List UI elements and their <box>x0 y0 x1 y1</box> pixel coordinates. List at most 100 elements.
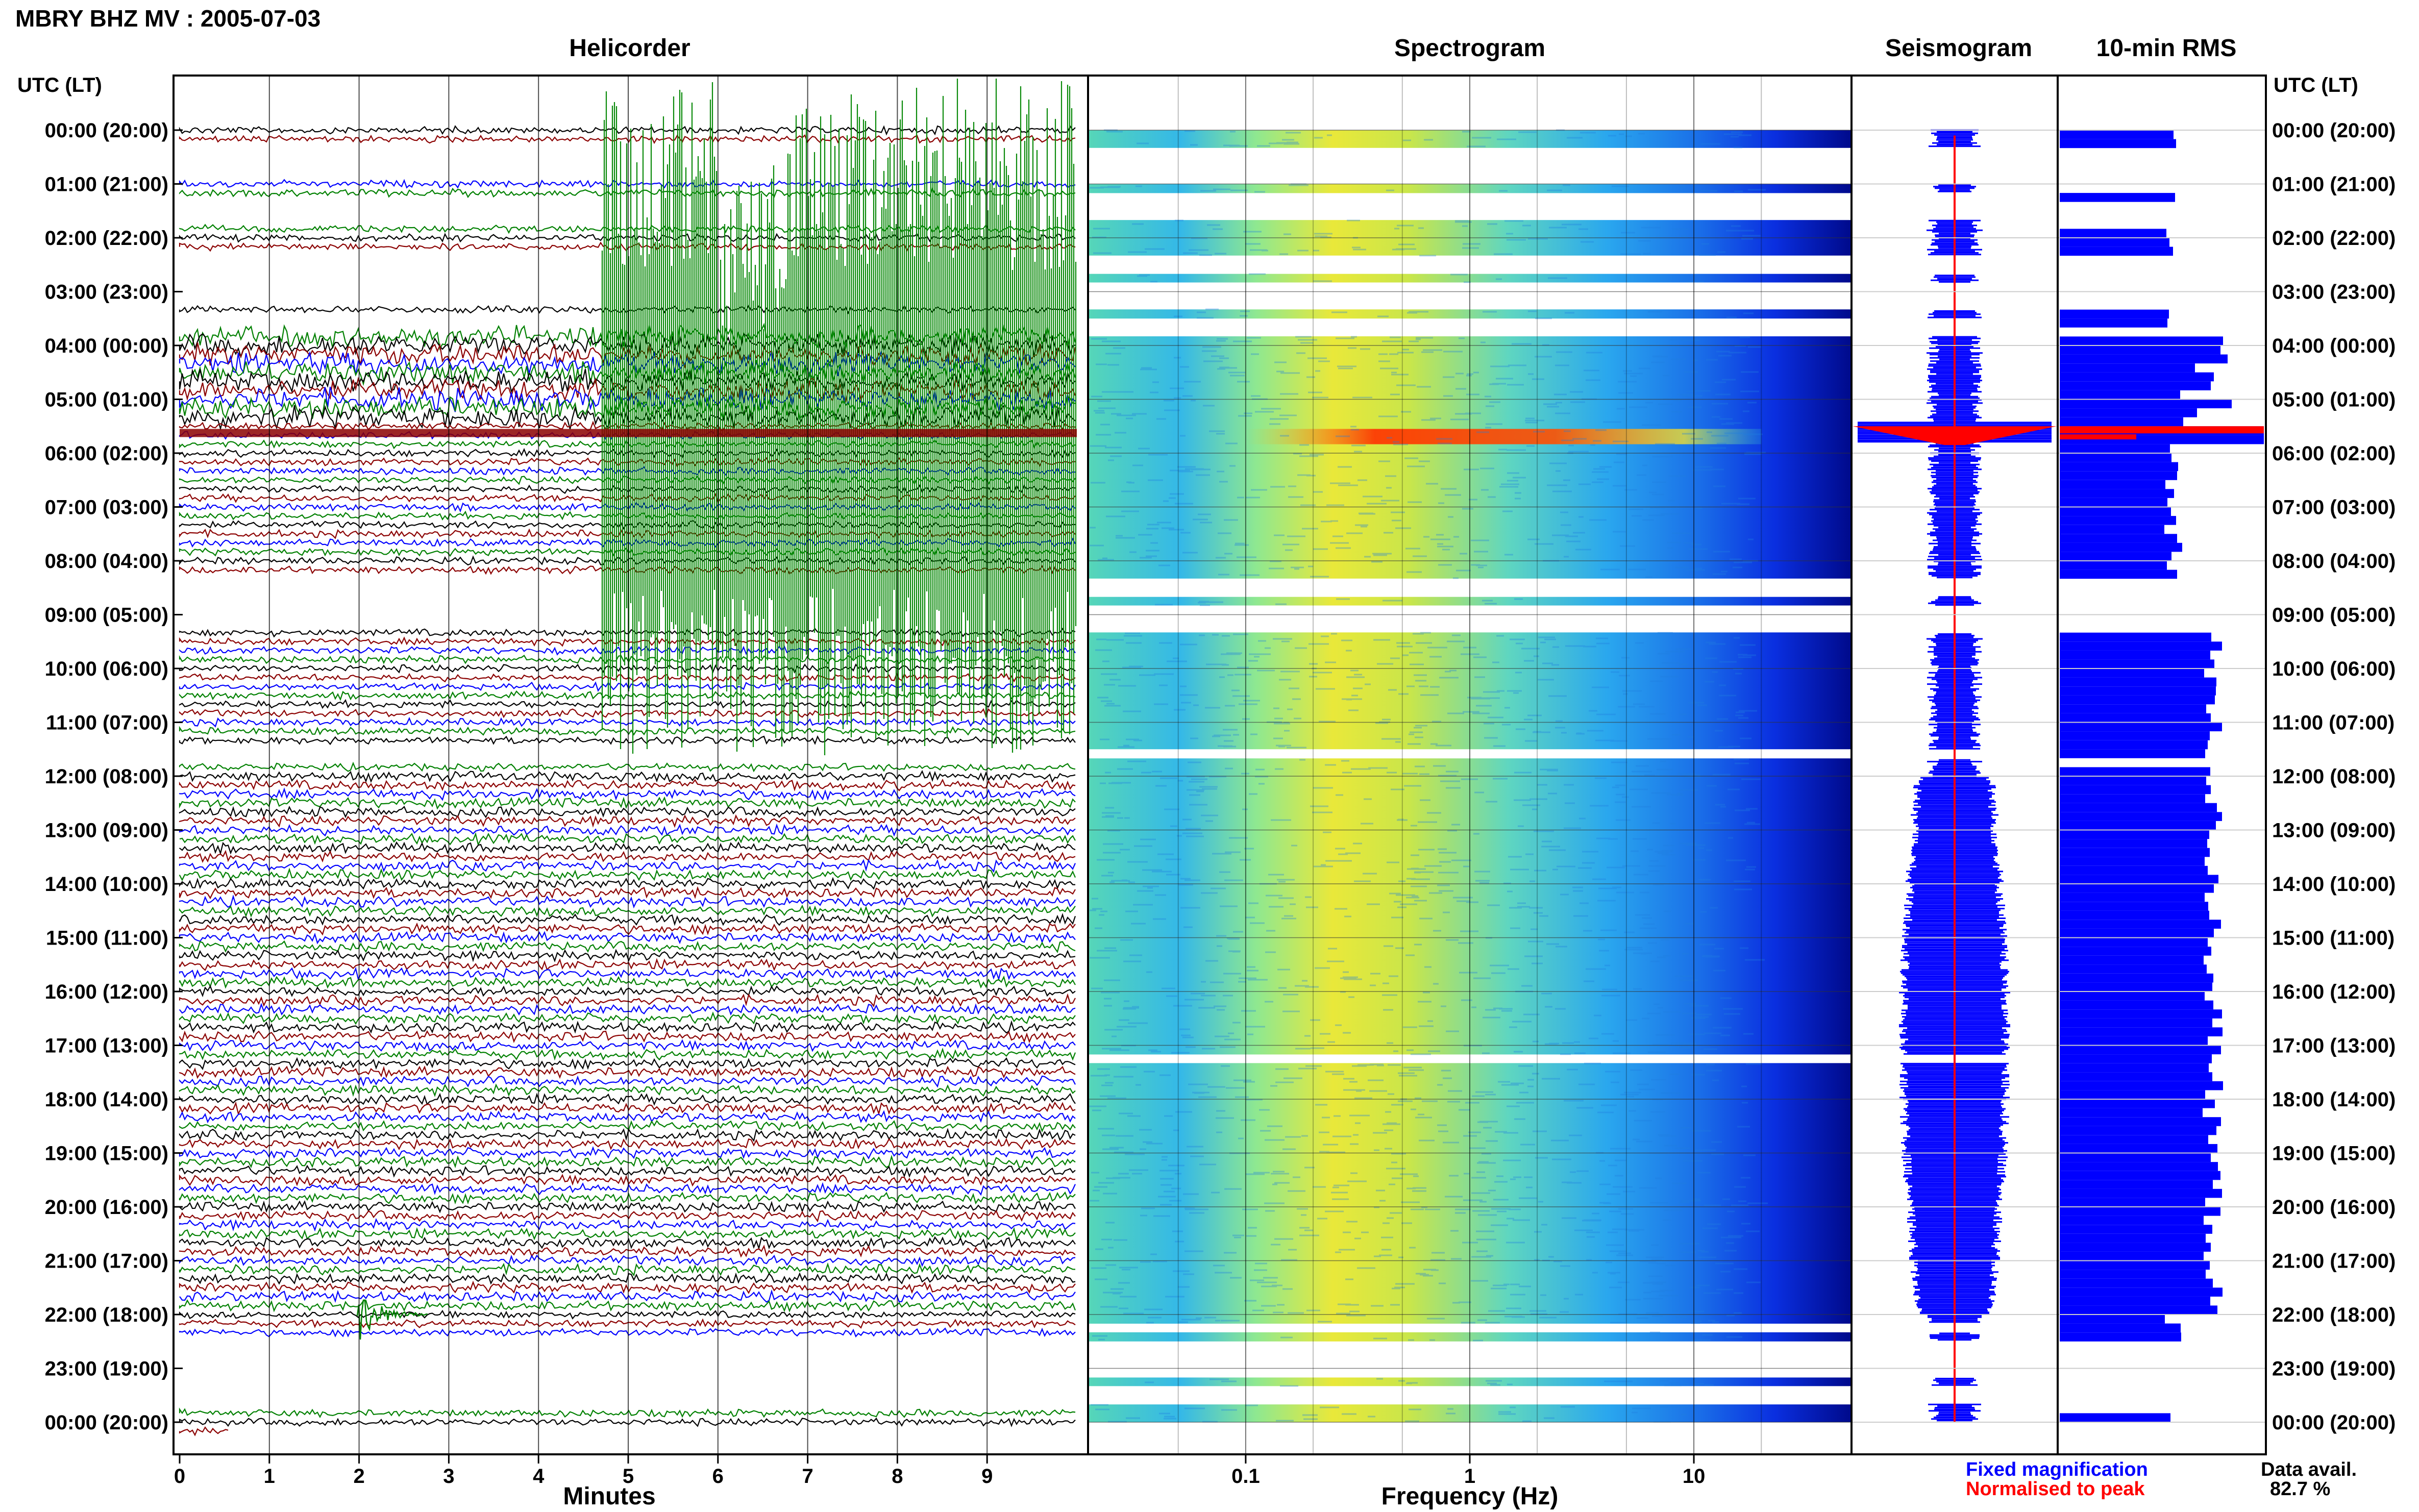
time-label-left: 11:00 (07:00) <box>46 712 168 734</box>
time-label-right: 04:00 (00:00) <box>2272 335 2396 357</box>
time-label-right: 03:00 (23:00) <box>2272 281 2396 304</box>
rms-bar <box>2060 1117 2221 1126</box>
helicorder-trace <box>179 1417 1076 1427</box>
rms-bar <box>2060 489 2174 498</box>
rms-bar <box>2060 641 2222 651</box>
rms-peak-bar <box>2060 426 2264 434</box>
figure-title: MBRY BHZ MV : 2005-07-03 <box>15 5 320 32</box>
helicorder-trace <box>179 993 1076 1008</box>
rms-bar <box>2060 1323 2181 1333</box>
time-label-right: 10:00 (06:00) <box>2272 658 2396 680</box>
helicorder-trace <box>179 1039 1076 1052</box>
helicorder-trace <box>179 699 1076 709</box>
helicorder-trace <box>179 1128 1076 1142</box>
time-label-right: 15:00 (11:00) <box>2272 927 2395 950</box>
helicorder-xtick-label: 7 <box>802 1465 813 1488</box>
rms-bar <box>2060 1144 2217 1153</box>
time-label-left: 00:00 (20:00) <box>45 119 168 142</box>
helicorder-traces <box>179 79 1077 1436</box>
helicorder-trace <box>179 1327 1076 1338</box>
rms-bar <box>2060 408 2197 417</box>
rms-bar <box>2060 569 2177 579</box>
helicorder-trace <box>179 1075 1076 1088</box>
rms-bar <box>2060 1332 2181 1342</box>
rms-bar <box>2060 507 2171 516</box>
rms-bars <box>2060 130 2264 1422</box>
time-label-left: 15:00 (11:00) <box>46 927 168 950</box>
rms-bar <box>2060 1233 2206 1243</box>
time-label-left: 18:00 (14:00) <box>45 1088 168 1111</box>
rms-bar <box>2060 1278 2213 1288</box>
helicorder-trace <box>179 1236 1076 1250</box>
rms-bar <box>2060 875 2218 884</box>
rms-peak-bar <box>2060 434 2136 440</box>
helicorder-trace <box>179 663 1076 674</box>
helicorder-xtick-label: 1 <box>264 1465 275 1488</box>
time-label-right: 02:00 (22:00) <box>2272 227 2396 250</box>
rms-bar <box>2060 480 2165 489</box>
time-label-right: 07:00 (03:00) <box>2272 497 2396 519</box>
helicorder-trace <box>179 1065 1076 1079</box>
rms-bar <box>2060 139 2176 148</box>
rms-bar <box>2060 444 2170 453</box>
helicorder-trace <box>179 1299 1076 1312</box>
helicorder-xtick-label: 2 <box>353 1465 364 1488</box>
spectrogram-xtick-label: 1 <box>1464 1465 1475 1488</box>
helicorder-trace <box>179 877 1076 890</box>
helicorder-trace <box>179 867 1076 881</box>
helicorder-trace <box>179 690 1076 701</box>
rms-bar <box>2060 193 2175 202</box>
rms-bar <box>2060 363 2195 373</box>
helicorder-xtick-label: 4 <box>533 1465 545 1488</box>
helicorder-trace <box>179 823 1076 837</box>
time-label-right: 12:00 (08:00) <box>2272 765 2396 788</box>
rms-bar <box>2060 1063 2209 1073</box>
helicorder-trace <box>179 708 1076 718</box>
time-label-left: 05:00 (01:00) <box>45 389 168 411</box>
rms-bar <box>2060 884 2214 893</box>
time-label-right: 05:00 (01:00) <box>2272 389 2396 411</box>
helicorder-trace <box>179 716 1076 728</box>
rms-bar <box>2060 937 2208 947</box>
helicorder-trace <box>179 125 1076 136</box>
time-label-left: 20:00 (16:00) <box>45 1196 168 1219</box>
helicorder-trace <box>179 1254 1076 1267</box>
helicorder-trace <box>179 1245 1076 1258</box>
helicorder-xtick-label: 3 <box>443 1465 454 1488</box>
helicorder-trace <box>179 1182 1076 1196</box>
helicorder-trace <box>179 796 1076 810</box>
time-label-left: 12:00 (08:00) <box>45 765 168 788</box>
spectrogram-texture <box>1089 129 1768 1423</box>
time-label-right: 00:00 (20:00) <box>2272 119 2396 142</box>
helicorder-trace <box>179 1137 1076 1150</box>
time-label-left: 16:00 (12:00) <box>45 981 168 1003</box>
time-label-right: 14:00 (10:00) <box>2272 873 2396 896</box>
rms-bar <box>2060 525 2164 534</box>
helicorder-trace <box>179 1101 1076 1116</box>
rms-bar <box>2060 794 2205 803</box>
rms-bar <box>2060 713 2211 723</box>
helicorder-trace <box>179 975 1076 989</box>
time-label-left: 09:00 (05:00) <box>45 604 168 627</box>
rms-bar <box>2060 1126 2216 1135</box>
rms-bar <box>2060 1018 2212 1028</box>
helicorder-trace <box>179 1227 1076 1241</box>
helicorder-trace <box>179 233 1076 243</box>
seismogram-title: Seismogram <box>1885 35 2032 62</box>
rms-bar <box>2060 390 2180 400</box>
rms-bar <box>2060 686 2216 696</box>
rms-bar <box>2060 381 2211 390</box>
rms-bar <box>2060 516 2176 525</box>
helicorder-trace <box>179 1154 1076 1169</box>
helicorder-trace <box>179 770 1076 783</box>
spectrogram-xtick-label: 0.1 <box>1231 1465 1260 1488</box>
rms-bar <box>2060 955 2204 965</box>
time-label-left: 03:00 (23:00) <box>45 281 168 304</box>
rms-bar <box>2060 928 2214 938</box>
helicorder-trace <box>179 1083 1076 1097</box>
rms-bar <box>2060 1081 2223 1090</box>
rms-bar <box>2060 1036 2208 1046</box>
time-label-right: 01:00 (21:00) <box>2272 173 2396 196</box>
rms-bar <box>2060 821 2216 830</box>
helicorder-xtick-label: 0 <box>174 1465 185 1488</box>
